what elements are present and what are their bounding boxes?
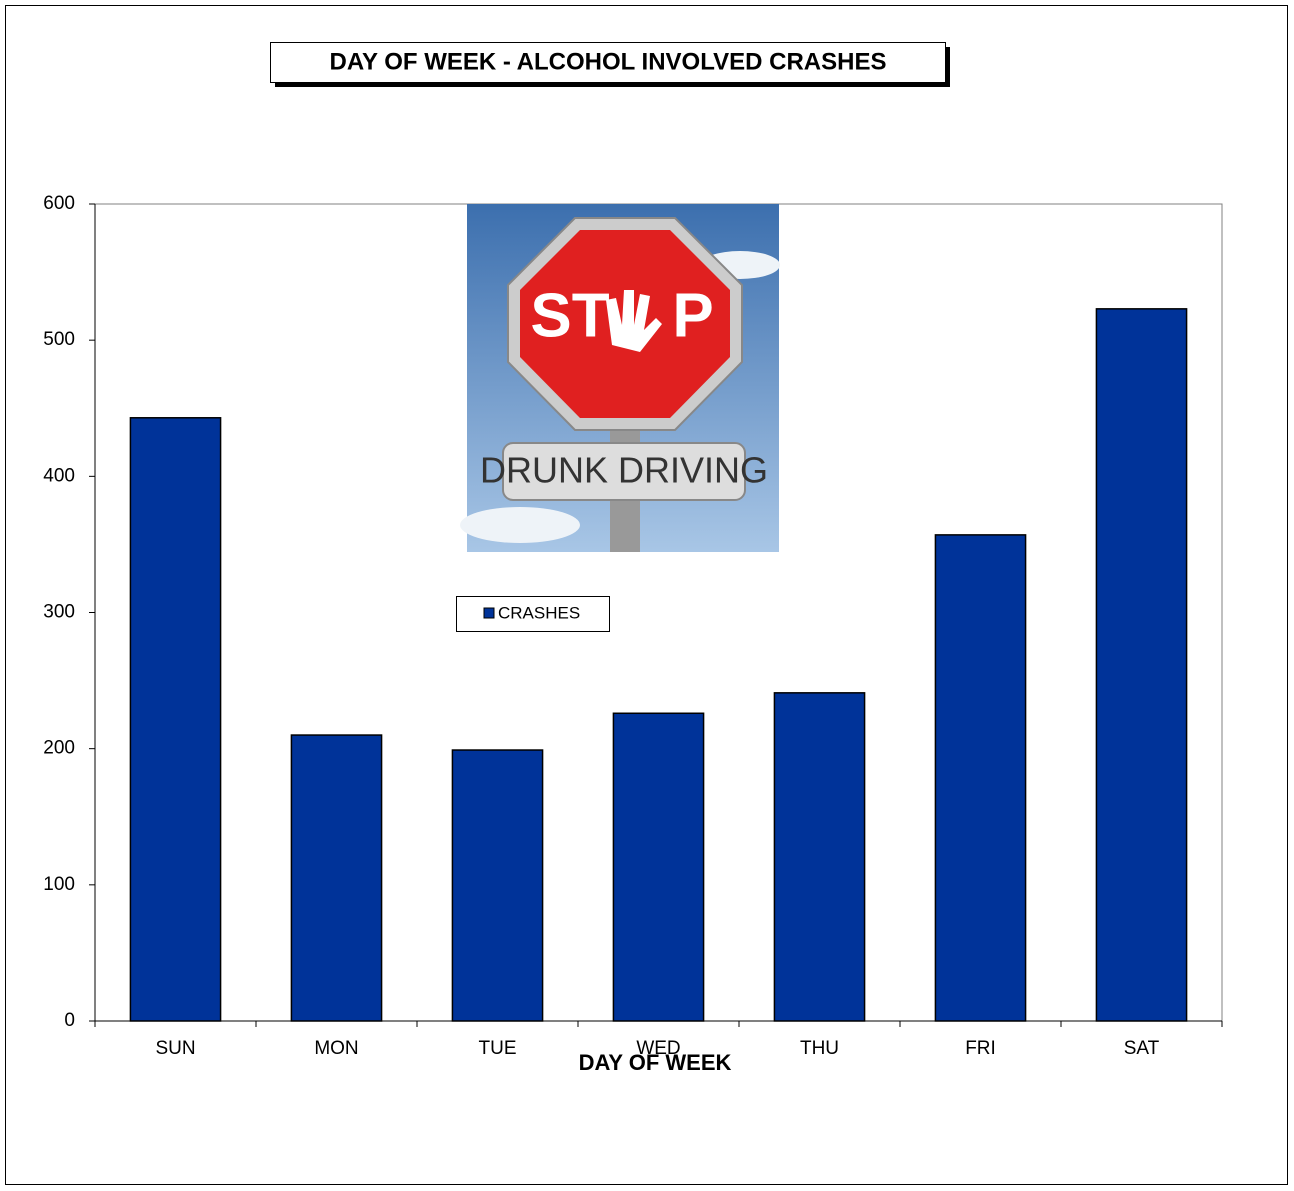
sign-text: P — [672, 281, 713, 350]
x-tick-label: WED — [636, 1038, 680, 1059]
y-tick-label: 300 — [43, 602, 75, 623]
legend-swatch — [483, 607, 495, 619]
x-tick-label: TUE — [479, 1038, 517, 1059]
bar — [451, 749, 544, 1022]
y-tick-label: 200 — [43, 738, 75, 759]
banner-text: DRUNK DRIVING — [480, 450, 768, 491]
bar — [1095, 308, 1188, 1022]
bar — [290, 734, 383, 1022]
bar — [612, 712, 705, 1022]
chart-title: DAY OF WEEK - ALCOHOL INVOLVED CRASHES — [330, 48, 887, 75]
x-tick-label: THU — [800, 1038, 839, 1059]
cloud — [460, 507, 580, 543]
x-tick-label: SAT — [1124, 1038, 1160, 1059]
bar — [934, 534, 1027, 1022]
x-tick-label: MON — [314, 1038, 358, 1059]
bar — [773, 692, 866, 1022]
y-tick-label: 400 — [43, 465, 75, 486]
x-tick-label: FRI — [965, 1038, 996, 1059]
sign-text: ST — [530, 281, 609, 350]
y-tick-label: 500 — [43, 329, 75, 350]
x-tick-label: SUN — [155, 1038, 195, 1059]
y-tick-label: 600 — [43, 193, 75, 214]
legend-box — [456, 596, 610, 632]
banner-plate — [502, 442, 746, 501]
hand-icon — [606, 290, 662, 352]
image: ST P DRUNK DRIVING — [460, 204, 780, 552]
legend-label: CRASHES — [498, 603, 580, 622]
title-box — [270, 42, 946, 83]
y-tick-label: 0 — [64, 1010, 75, 1031]
y-tick-label: 100 — [43, 874, 75, 895]
bar — [129, 417, 222, 1022]
x-axis-label: DAY OF WEEK — [579, 1050, 732, 1075]
